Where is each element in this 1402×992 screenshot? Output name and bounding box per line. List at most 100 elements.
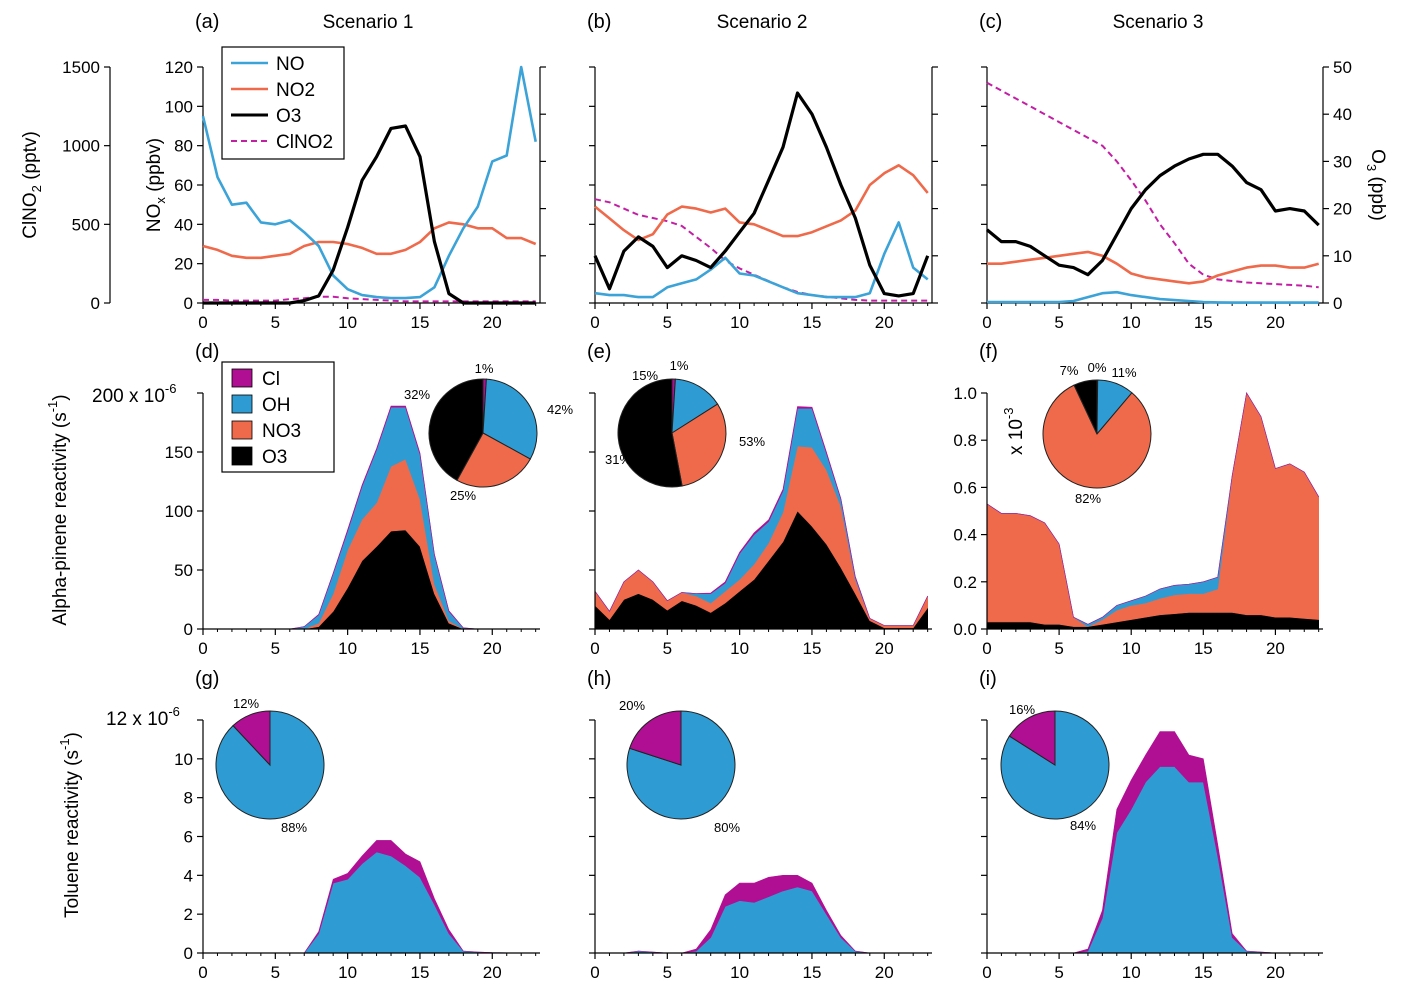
panel-label: (c) (979, 11, 1002, 33)
clno2-axis-label: ClNO2 (pptv) (20, 131, 44, 239)
area-oh (203, 851, 536, 954)
panel-c: 0 5 10 15 20 (c) 0 10 20 30 40 50 (979, 11, 1352, 332)
x-tick-label: 5 (663, 639, 672, 658)
x-tick-label: 0 (590, 639, 599, 658)
y-tick-label: 4 (184, 866, 193, 885)
x-tick-label: 20 (1266, 639, 1285, 658)
pie-label: 7% (1060, 363, 1079, 378)
x-tick-label: 5 (271, 313, 280, 332)
pie-label: 84% (1070, 818, 1096, 833)
y-tick-label: 40 (174, 215, 193, 234)
series-line-clno2 (203, 295, 536, 303)
series-line-no2 (987, 250, 1320, 285)
legend: Cl OH NO3 O3 (221, 361, 335, 473)
x-tick-label: 10 (338, 639, 357, 658)
pie-label: 11% (1111, 365, 1136, 380)
pie-slice (671, 403, 727, 487)
pie-slice (629, 710, 682, 766)
pie-label: 15% (632, 368, 658, 383)
x-tick-label: 0 (590, 313, 599, 332)
x-tick-label: 10 (338, 963, 357, 982)
panel-g: 0 5 10 15 20 (g) 0 2 4 6 8 10 88% 12% (174, 668, 540, 982)
x-tick-label: 20 (1266, 963, 1285, 982)
y-tick-label: 0.8 (953, 431, 977, 450)
x-tick-label: 15 (1194, 639, 1213, 658)
pie-label: 88% (281, 820, 307, 835)
series-line-no2 (594, 164, 929, 242)
x-tick-label: 5 (1054, 313, 1063, 332)
x-tick-label: 15 (802, 313, 821, 332)
panel-i: 0 5 10 15 20 (i) 84% 16% (979, 668, 1323, 982)
series-line-clno2 (986, 81, 1319, 289)
panel-f: 0 5 10 15 20 (f) 0.0 0.2 0.4 0.6 0.8 1.0 0% 11% 82% 7% (953, 341, 1323, 658)
x-tick-label: 20 (875, 313, 894, 332)
series-line-o3 (593, 91, 930, 298)
pie-slice (617, 378, 683, 488)
x-tick-label: 0 (982, 639, 991, 658)
x-tick-label: 10 (730, 639, 749, 658)
pie-slice (232, 710, 271, 767)
scenario-1-title: Scenario 1 (323, 12, 414, 33)
pie-label: 32% (404, 387, 430, 402)
y-tick-label: 8 (184, 789, 193, 808)
x-tick-label: 5 (1054, 639, 1063, 658)
scenario-3-title: Scenario 3 (1113, 12, 1204, 33)
area-no3 (986, 392, 1319, 627)
y-tick-label: 60 (174, 176, 193, 195)
scenario-2-title: Scenario 2 (717, 12, 808, 33)
y-tick-label: 40 (1333, 105, 1352, 124)
panel-label: (a) (195, 11, 219, 33)
x-tick-label: 20 (875, 639, 894, 658)
alpha-s3-multiplier: x 10-3 (1001, 408, 1027, 455)
series-line-o3 (985, 152, 1320, 277)
alpha-pinene-axis-label: Alpha-pinene reactivity (s-1) (45, 394, 71, 625)
x-tick-label: 20 (483, 963, 502, 982)
pie-label: 1% (475, 361, 494, 376)
y-tick-label: 10 (174, 750, 193, 769)
y-tick-label: 30 (1333, 152, 1352, 171)
y-tick-label: 10 (1333, 247, 1352, 266)
x-tick-label: 15 (802, 963, 821, 982)
series-line-no (987, 290, 1319, 304)
x-tick-label: 15 (1194, 313, 1213, 332)
x-tick-label: 5 (271, 639, 280, 658)
panel-label: (g) (195, 668, 219, 690)
pie-chart: 0% 11% 82% 7% (1042, 360, 1152, 506)
pie-label: 53% (739, 434, 765, 449)
pie-label: 12% (233, 696, 259, 711)
y-tick-label: 50 (174, 561, 193, 580)
y-tick-label: 20 (174, 255, 193, 274)
y-tick-label: 150 (165, 443, 193, 462)
y-tick-label: 0 (91, 294, 100, 313)
x-tick-label: 10 (1122, 313, 1141, 332)
y-tick-label: 120 (165, 58, 193, 77)
x-tick-label: 20 (875, 963, 894, 982)
legend-entry: Cl (262, 369, 280, 390)
x-tick-label: 15 (410, 963, 429, 982)
legend-entry: OH (262, 395, 291, 416)
y-tick-label: 80 (174, 137, 193, 156)
x-tick-label: 0 (590, 963, 599, 982)
y-tick-label: 100 (165, 97, 193, 116)
pie-chart: 84% 16% (1000, 702, 1110, 833)
pie-chart: 80% 20% (619, 698, 740, 835)
x-tick-label: 15 (802, 639, 821, 658)
x-tick-label: 20 (483, 313, 502, 332)
pie-chart: 1% 32% 25% 42% (404, 361, 573, 503)
x-tick-label: 0 (198, 639, 207, 658)
y-tick-label: 0 (1333, 294, 1342, 313)
panel-label: (d) (195, 341, 219, 363)
y-tick-label: 0.6 (953, 478, 977, 497)
panel-b: 0 5 10 15 20 (b) (587, 11, 938, 332)
panel-h: 0 5 10 15 20 (h) 80% 20% (587, 668, 932, 982)
panel-e: 0 5 10 15 20 (e) 1% 15% 31% 53% (587, 341, 932, 658)
legend-entry: ClNO2 (276, 132, 333, 153)
pie-slice (1008, 710, 1056, 766)
legend-swatch-oh (231, 394, 253, 414)
x-tick-label: 15 (1194, 963, 1213, 982)
x-tick-label: 20 (1266, 313, 1285, 332)
alpha-s1-multiplier: 200 x 10-6 (92, 381, 176, 407)
pie-slice (482, 378, 538, 460)
pie-chart: 88% 12% (215, 696, 325, 835)
